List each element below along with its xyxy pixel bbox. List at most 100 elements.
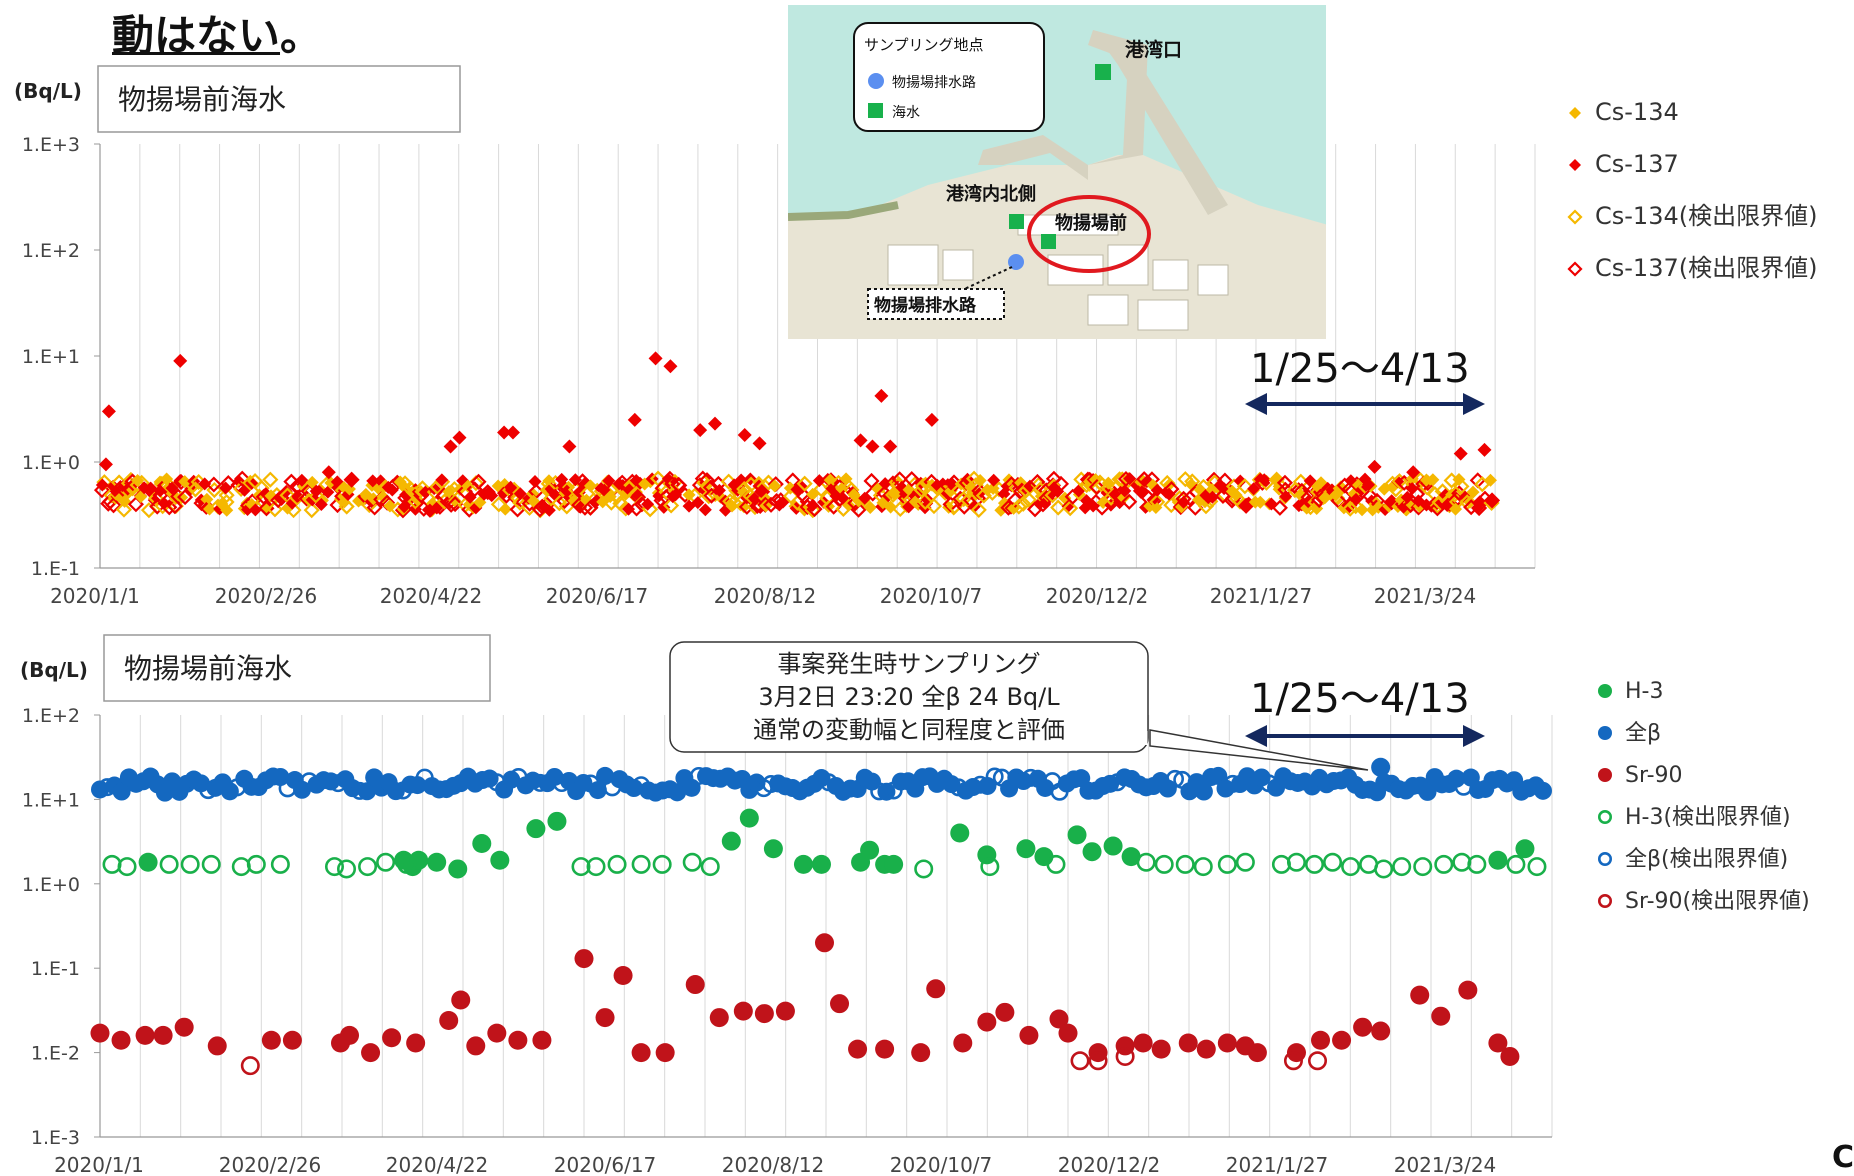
data-point xyxy=(487,1023,507,1043)
band-marker xyxy=(366,474,380,488)
legend-marker xyxy=(1598,893,1613,908)
data-point xyxy=(1133,1033,1153,1053)
data-point xyxy=(884,854,904,874)
data-point xyxy=(98,457,113,472)
data-point xyxy=(340,1025,360,1045)
data-point xyxy=(739,808,759,828)
band-marker xyxy=(205,476,222,493)
band-marker xyxy=(1447,769,1466,788)
data-point xyxy=(814,933,834,953)
data-point xyxy=(1049,1009,1069,1029)
x-tick-label: 2020/12/2 xyxy=(1058,1153,1161,1176)
data-point xyxy=(1217,854,1237,874)
band-marker xyxy=(1533,781,1552,800)
band-marker xyxy=(498,502,512,516)
data-point xyxy=(1506,854,1526,874)
data-point xyxy=(1193,857,1213,877)
data-point xyxy=(950,823,970,843)
data-point xyxy=(977,1012,997,1032)
band-marker xyxy=(1473,495,1487,509)
chart-title-box xyxy=(103,634,491,702)
data-point xyxy=(1115,1046,1135,1066)
band-marker xyxy=(1485,493,1499,507)
seawater-marker-icon xyxy=(868,103,883,118)
band-marker xyxy=(1029,473,1046,491)
data-point xyxy=(180,854,200,874)
band-marker xyxy=(768,479,782,493)
band-marker xyxy=(366,499,383,516)
band-marker xyxy=(1205,490,1219,504)
data-point xyxy=(708,416,722,431)
data-point xyxy=(174,1017,194,1037)
data-point xyxy=(874,388,889,403)
band-marker xyxy=(691,496,705,510)
legend-marker xyxy=(1569,107,1581,119)
band-marker xyxy=(942,496,959,513)
legend-label: H-3 xyxy=(1625,679,1663,704)
band-marker xyxy=(385,483,399,497)
band-marker xyxy=(682,778,701,797)
band-marker xyxy=(628,500,645,517)
data-point xyxy=(1341,857,1361,877)
band-marker xyxy=(862,772,881,791)
data-point xyxy=(361,1043,381,1063)
range-arrow-head-left xyxy=(1245,725,1267,747)
band-marker xyxy=(1426,473,1440,487)
band-marker xyxy=(245,498,259,512)
dense-band-points xyxy=(91,766,1552,802)
data-point xyxy=(382,1028,402,1048)
data-point xyxy=(153,1025,173,1045)
harbor-north-label: 港湾内北側 xyxy=(946,183,1036,205)
map-legend-box xyxy=(853,22,1045,132)
data-point xyxy=(1431,1006,1451,1026)
band-marker xyxy=(542,503,556,517)
band-marker xyxy=(576,499,594,516)
data-point xyxy=(1151,1039,1171,1059)
data-point xyxy=(1196,1039,1216,1059)
map-legend-seawater: 海水 xyxy=(892,105,920,121)
data-point xyxy=(526,819,546,839)
band-marker xyxy=(702,479,719,496)
data-point xyxy=(607,854,627,874)
y-tick-label: 1.E-3 xyxy=(31,1127,80,1149)
data-point xyxy=(207,1036,227,1056)
range-arrow-head-right xyxy=(1463,393,1485,415)
data-point xyxy=(321,465,336,480)
band-marker xyxy=(1270,472,1284,486)
band-marker xyxy=(1257,473,1271,487)
band-marker xyxy=(1279,489,1293,503)
data-point xyxy=(737,427,752,442)
legend-marker xyxy=(1598,684,1612,698)
data-point xyxy=(1235,852,1255,872)
band-marker xyxy=(192,774,211,793)
legend-marker xyxy=(1598,809,1613,824)
band-marker xyxy=(663,497,680,514)
data-point xyxy=(655,1043,675,1063)
callout-text: 通常の変動幅と同程度と評価 xyxy=(753,716,1065,744)
band-marker xyxy=(1010,498,1027,515)
corner-fragment: C xyxy=(1832,1140,1854,1175)
data-point xyxy=(1371,757,1391,777)
legend-label: Cs-137(検出限界値) xyxy=(1595,254,1817,282)
data-point xyxy=(562,439,577,454)
data-point xyxy=(733,1001,753,1021)
x-tick-label: 2021/1/27 xyxy=(1226,1153,1329,1176)
band-marker xyxy=(303,502,320,519)
data-point xyxy=(1046,854,1066,874)
x-tick-label: 2020/10/7 xyxy=(880,584,983,608)
map-legend-title: サンプリング地点 xyxy=(864,36,984,54)
data-point xyxy=(497,425,512,440)
data-point xyxy=(853,433,868,448)
band-marker xyxy=(1118,484,1132,498)
data-point xyxy=(427,852,447,872)
data-point xyxy=(865,439,880,454)
band-marker xyxy=(1015,495,1032,512)
band-marker xyxy=(703,487,720,504)
band-marker xyxy=(262,471,279,488)
range-arrow-head-left xyxy=(1245,393,1267,415)
band-marker xyxy=(220,503,234,517)
band-marker xyxy=(1448,493,1466,510)
band-marker xyxy=(1453,478,1470,495)
band-marker xyxy=(218,487,235,504)
